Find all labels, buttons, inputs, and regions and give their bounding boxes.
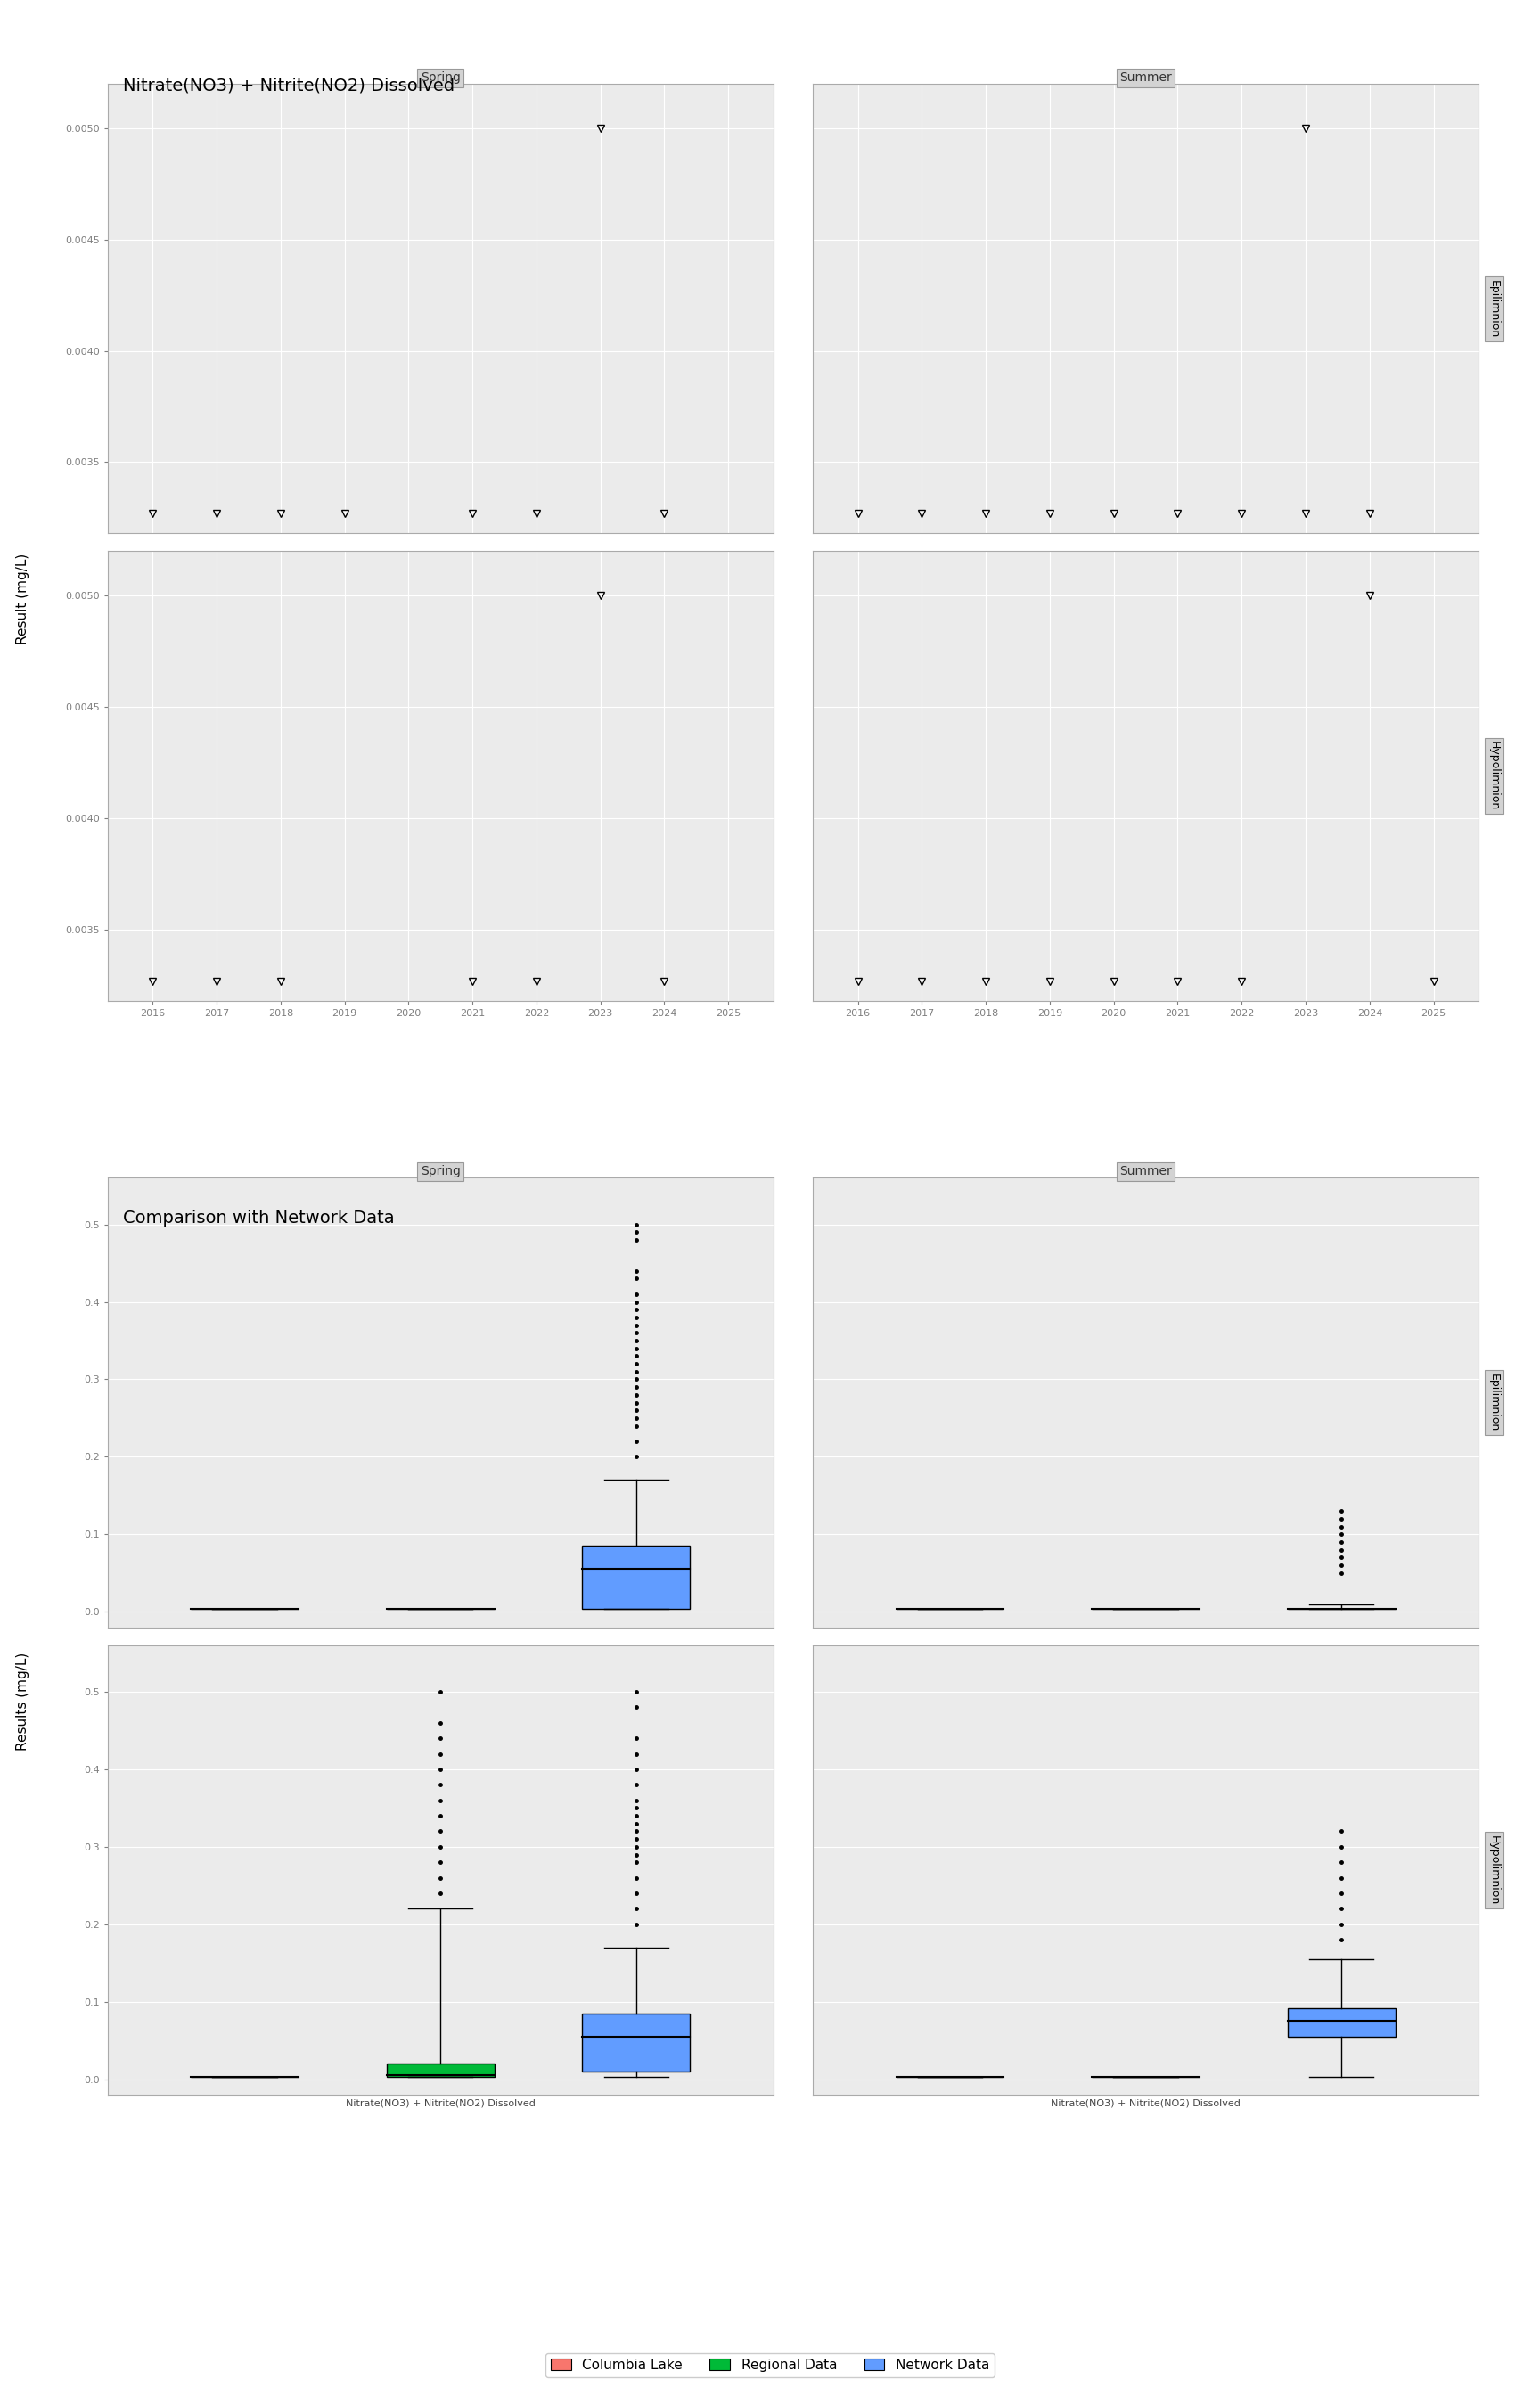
Text: Comparison with Network Data: Comparison with Network Data bbox=[123, 1210, 394, 1227]
Text: Epilimnion: Epilimnion bbox=[1488, 280, 1500, 338]
Bar bbox=[582, 1545, 690, 1610]
Text: Hypolimnion: Hypolimnion bbox=[1488, 740, 1500, 810]
Text: Hypolimnion: Hypolimnion bbox=[1488, 1835, 1500, 1905]
Title: Spring: Spring bbox=[420, 72, 460, 84]
Bar bbox=[1287, 2008, 1395, 2037]
Legend: Columbia Lake, Regional Data, Network Data: Columbia Lake, Regional Data, Network Da… bbox=[545, 2353, 995, 2377]
Text: Results (mg/L): Results (mg/L) bbox=[17, 1651, 29, 1751]
X-axis label: Nitrate(NO3) + Nitrite(NO2) Dissolved: Nitrate(NO3) + Nitrite(NO2) Dissolved bbox=[345, 2099, 536, 2108]
Bar bbox=[387, 2063, 494, 2077]
Text: Epilimnion: Epilimnion bbox=[1488, 1373, 1500, 1433]
X-axis label: Nitrate(NO3) + Nitrite(NO2) Dissolved: Nitrate(NO3) + Nitrite(NO2) Dissolved bbox=[1050, 2099, 1241, 2108]
Bar bbox=[582, 2013, 690, 2073]
Title: Spring: Spring bbox=[420, 1164, 460, 1179]
Text: Result (mg/L): Result (mg/L) bbox=[17, 553, 29, 645]
Text: Nitrate(NO3) + Nitrite(NO2) Dissolved: Nitrate(NO3) + Nitrite(NO2) Dissolved bbox=[123, 77, 454, 93]
Title: Summer: Summer bbox=[1120, 72, 1172, 84]
Title: Summer: Summer bbox=[1120, 1164, 1172, 1179]
